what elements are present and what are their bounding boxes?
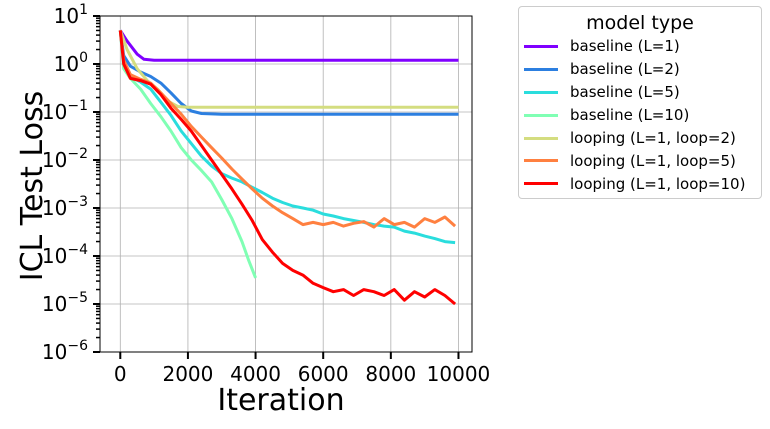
series-line-2 [118, 30, 459, 116]
y-tick-base: 10 [42, 244, 67, 268]
legend-items: baseline (L=1) baseline (L=2) baseline (L=… [519, 35, 761, 195]
legend-label: looping (L=1, loop=2) [570, 129, 736, 147]
y-tick-base: 10 [54, 52, 79, 76]
y-tick-exponent: −5 [67, 290, 88, 306]
legend-entry: looping (L=1, loop=2) [519, 127, 761, 150]
y-tick-label: 10−3 [42, 194, 88, 220]
y-tick-label: 10−1 [42, 98, 88, 124]
y-tick-exponent: −3 [67, 194, 88, 210]
y-tick-base: 10 [42, 292, 67, 316]
y-tick-label: 101 [54, 2, 88, 28]
legend-swatch [524, 44, 558, 48]
legend-entry: baseline (L=10) [519, 104, 761, 127]
y-tick-exponent: −4 [67, 242, 88, 258]
legend-label: baseline (L=2) [570, 60, 680, 79]
y-tick-label: 10−5 [42, 290, 88, 316]
legend-label: looping (L=1, loop=5) [570, 151, 736, 170]
series-line-5 [118, 29, 459, 109]
legend-entry: baseline (L=5) [519, 81, 761, 104]
legend-swatch [524, 159, 558, 163]
legend-entry: baseline (L=2) [519, 58, 761, 81]
x-tick-label: 0 [114, 362, 127, 386]
x-axis-ticks: 0 2000 4000 6000 8000 10000 [114, 352, 490, 386]
y-tick-exponent: −6 [67, 338, 88, 354]
y-tick-exponent: 1 [79, 2, 88, 18]
series-line-3 [118, 30, 456, 245]
legend-swatch [524, 182, 558, 186]
legend-swatch [524, 90, 558, 94]
y-tick-label: 10−6 [42, 338, 88, 364]
y-tick-base: 10 [42, 196, 67, 220]
series-line-6 [118, 30, 457, 229]
series-line-4 [118, 30, 257, 279]
y-tick-exponent: −1 [67, 98, 88, 114]
y-tick-label: 10−4 [42, 242, 88, 268]
y-tick-exponent: −2 [67, 146, 88, 162]
y-tick-base: 10 [42, 100, 67, 124]
grid [100, 15, 472, 353]
x-tick-label: 2000 [162, 362, 213, 386]
legend: model type baseline (L=1) baseline (L=2) b… [518, 6, 762, 199]
y-tick-label: 100 [54, 50, 88, 76]
legend-entry: baseline (L=1) [519, 35, 761, 58]
plot-frame [99, 15, 473, 353]
series-line-1 [119, 29, 459, 62]
legend-label: looping (L=1, loop=10) [570, 174, 746, 193]
legend-swatch [524, 113, 558, 117]
x-tick-label: 8000 [365, 362, 416, 386]
legend-entry: looping (L=1, loop=10) [519, 172, 761, 195]
legend-entry: looping (L=1, loop=5) [519, 149, 761, 172]
series-lines [118, 29, 459, 306]
legend-label: baseline (L=10) [570, 106, 690, 125]
y-tick-label: 10−2 [42, 146, 88, 172]
legend-title: model type [586, 12, 694, 34]
legend-swatch [524, 67, 558, 71]
legend-swatch [524, 136, 558, 140]
y-tick-base: 10 [54, 4, 79, 28]
legend-label: baseline (L=1) [570, 37, 680, 56]
legend-label: baseline (L=5) [570, 83, 680, 102]
x-tick-label: 10000 [427, 362, 491, 386]
y-tick-base: 10 [42, 340, 67, 364]
x-tick-label: 4000 [230, 362, 281, 386]
series-line-7 [118, 30, 457, 306]
x-tick-label: 6000 [298, 362, 349, 386]
y-tick-exponent: 0 [79, 50, 88, 66]
x-axis-label: Iteration [217, 383, 344, 418]
y-tick-base: 10 [42, 148, 67, 172]
y-axis-label: ICL Test Loss [15, 91, 50, 281]
